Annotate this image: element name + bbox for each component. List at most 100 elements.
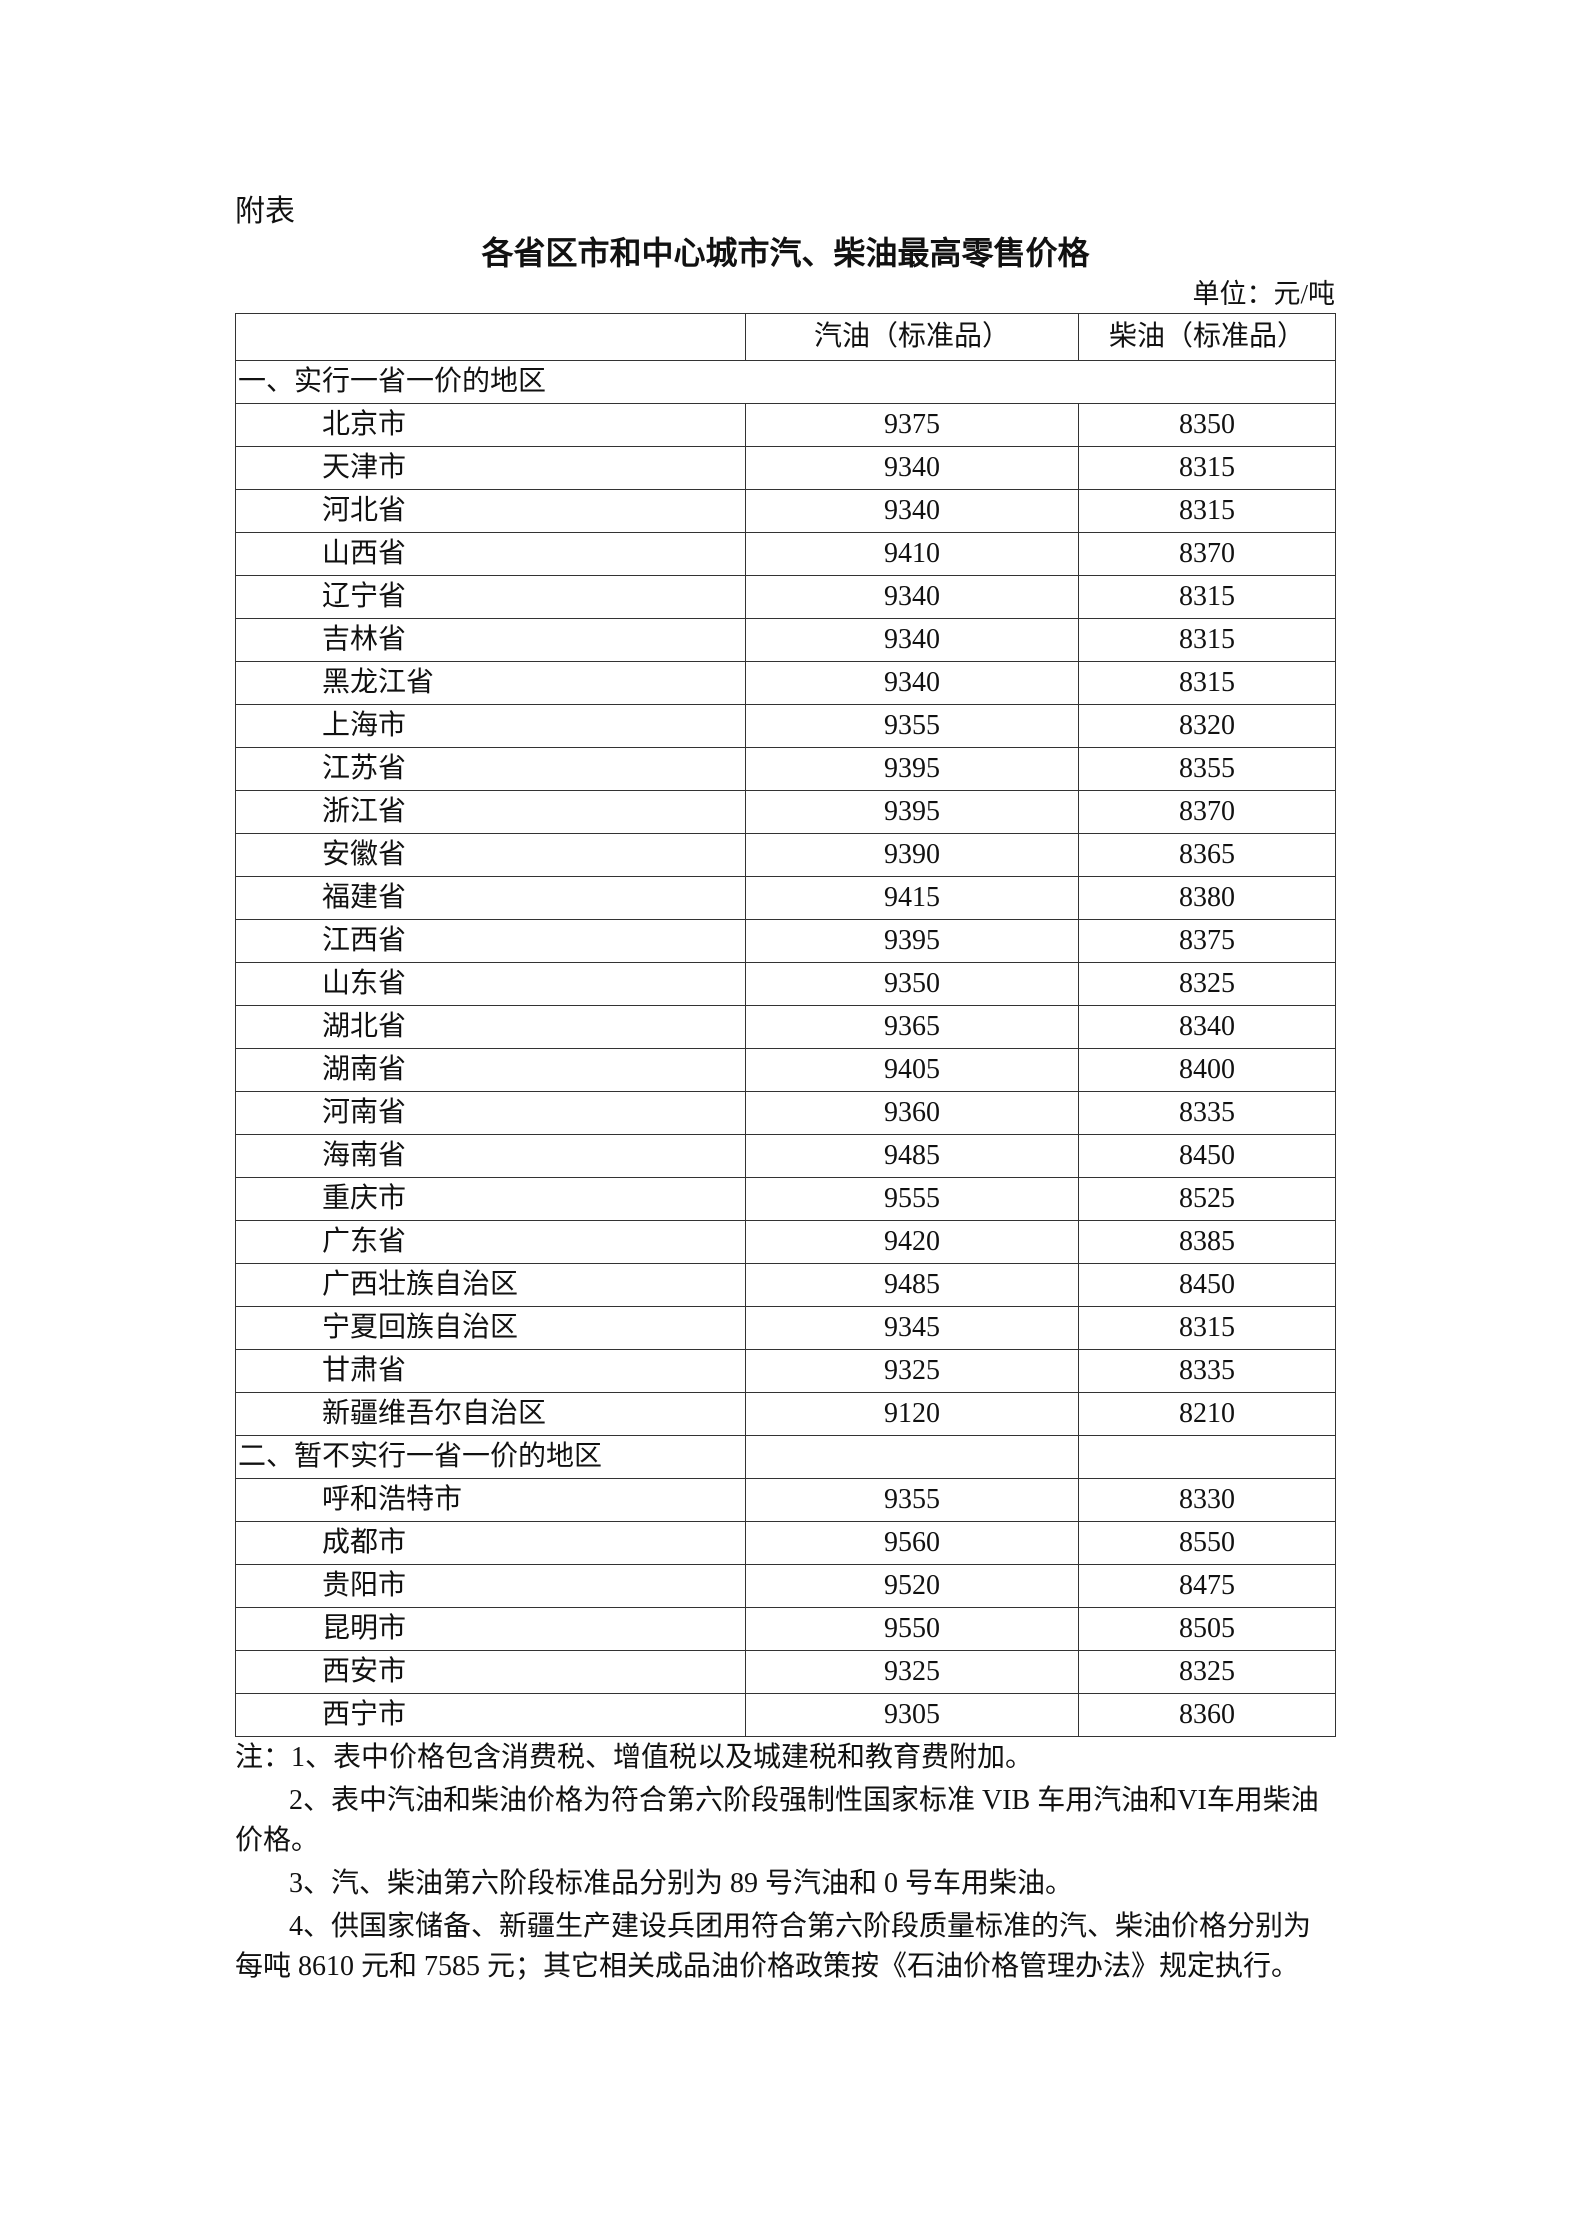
gasoline-price: 9485 (745, 1263, 1079, 1307)
table-row: 安徽省 9390 8365 (235, 833, 1336, 877)
diesel-price: 8315 (1078, 575, 1336, 619)
diesel-price: 8210 (1078, 1392, 1336, 1436)
gasoline-price: 9520 (745, 1564, 1079, 1608)
region-name: 上海市 (235, 704, 746, 748)
diesel-price: 8335 (1078, 1349, 1336, 1393)
gasoline-price: 9555 (745, 1177, 1079, 1221)
table-row: 辽宁省 9340 8315 (235, 575, 1336, 619)
region-name: 昆明市 (235, 1607, 746, 1651)
header-diesel: 柴油（标准品） (1078, 313, 1336, 361)
region-name: 河北省 (235, 489, 746, 533)
gasoline-price: 9560 (745, 1521, 1079, 1565)
table-row: 天津市 9340 8315 (235, 446, 1336, 490)
table-row: 西安市 9325 8325 (235, 1650, 1336, 1694)
table-row: 湖南省 9405 8400 (235, 1048, 1336, 1092)
region-name: 宁夏回族自治区 (235, 1306, 746, 1350)
region-name: 浙江省 (235, 790, 746, 834)
gasoline-price: 9550 (745, 1607, 1079, 1651)
section-row: 二、暂不实行一省一价的地区 (235, 1435, 1336, 1479)
gasoline-price: 9405 (745, 1048, 1079, 1092)
diesel-price: 8340 (1078, 1005, 1336, 1049)
diesel-price: 8450 (1078, 1134, 1336, 1178)
table-row: 山东省 9350 8325 (235, 962, 1336, 1006)
page-title: 各省区市和中心城市汽、柴油最高零售价格 (481, 234, 1090, 272)
region-name: 天津市 (235, 446, 746, 490)
gasoline-price: 9395 (745, 919, 1079, 963)
table-row: 广西壮族自治区 9485 8450 (235, 1263, 1336, 1307)
gasoline-price: 9355 (745, 704, 1079, 748)
price-table: 汽油（标准品） 柴油（标准品） 一、实行一省一价的地区 北京市 9375 8350 天津… (235, 313, 1336, 1737)
region-name: 湖北省 (235, 1005, 746, 1049)
section-label: 一、实行一省一价的地区 (235, 360, 1336, 404)
region-name: 西宁市 (235, 1693, 746, 1737)
region-name: 吉林省 (235, 618, 746, 662)
region-name: 黑龙江省 (235, 661, 746, 705)
table-row: 山西省 9410 8370 (235, 532, 1336, 576)
note-3: 3、汽、柴油第六阶段标准品分别为 89 号汽油和 0 号车用柴油。 (289, 1868, 1074, 1899)
gasoline-price: 9340 (745, 575, 1079, 619)
gasoline-price: 9325 (745, 1349, 1079, 1393)
gasoline-price: 9395 (745, 747, 1079, 791)
diesel-price: 8315 (1078, 618, 1336, 662)
region-name: 广西壮族自治区 (235, 1263, 746, 1307)
region-name: 湖南省 (235, 1048, 746, 1092)
region-name: 海南省 (235, 1134, 746, 1178)
region-name: 山东省 (235, 962, 746, 1006)
diesel-price: 8375 (1078, 919, 1336, 963)
region-name: 新疆维吾尔自治区 (235, 1392, 746, 1436)
header-region (235, 313, 746, 361)
table-row: 河南省 9360 8335 (235, 1091, 1336, 1135)
diesel-price: 8370 (1078, 532, 1336, 576)
table-header-row: 汽油（标准品） 柴油（标准品） (235, 313, 1336, 361)
notes: 注：1、表中价格包含消费税、增值税以及城建税和教育费附加。 2、表中汽油和柴油价… (235, 1738, 1336, 1990)
gasoline-price: 9345 (745, 1306, 1079, 1350)
note-2: 2、表中汽油和柴油价格为符合第六阶段强制性国家标准 VIB 车用汽油和VI车用柴… (235, 1785, 1319, 1856)
gasoline-price: 9415 (745, 876, 1079, 920)
table-row: 贵阳市 9520 8475 (235, 1564, 1336, 1608)
diesel-price: 8325 (1078, 962, 1336, 1006)
diesel-price: 8505 (1078, 1607, 1336, 1651)
table-row: 湖北省 9365 8340 (235, 1005, 1336, 1049)
gasoline-price: 9365 (745, 1005, 1079, 1049)
diesel-price: 8400 (1078, 1048, 1336, 1092)
table-row: 黑龙江省 9340 8315 (235, 661, 1336, 705)
region-name: 甘肃省 (235, 1349, 746, 1393)
diesel-price: 8325 (1078, 1650, 1336, 1694)
gasoline-price: 9360 (745, 1091, 1079, 1135)
table-row: 北京市 9375 8350 (235, 403, 1336, 447)
diesel-price: 8550 (1078, 1521, 1336, 1565)
gasoline-price: 9325 (745, 1650, 1079, 1694)
gasoline-price: 9340 (745, 661, 1079, 705)
table-row: 上海市 9355 8320 (235, 704, 1336, 748)
gasoline-price: 9350 (745, 962, 1079, 1006)
region-name: 山西省 (235, 532, 746, 576)
region-name: 成都市 (235, 1521, 746, 1565)
gasoline-price: 9305 (745, 1693, 1079, 1737)
table-row: 福建省 9415 8380 (235, 876, 1336, 920)
gasoline-price: 9420 (745, 1220, 1079, 1264)
diesel-price: 8330 (1078, 1478, 1336, 1522)
diesel-price: 8475 (1078, 1564, 1336, 1608)
gasoline-price: 9340 (745, 618, 1079, 662)
region-name: 福建省 (235, 876, 746, 920)
table-row: 江西省 9395 8375 (235, 919, 1336, 963)
table-row: 浙江省 9395 8370 (235, 790, 1336, 834)
diesel-price: 8320 (1078, 704, 1336, 748)
table-row: 海南省 9485 8450 (235, 1134, 1336, 1178)
table-row: 河北省 9340 8315 (235, 489, 1336, 533)
region-name: 江苏省 (235, 747, 746, 791)
diesel-price: 8385 (1078, 1220, 1336, 1264)
gasoline-price: 9410 (745, 532, 1079, 576)
empty-cell (1078, 1435, 1336, 1479)
table-row: 江苏省 9395 8355 (235, 747, 1336, 791)
diesel-price: 8525 (1078, 1177, 1336, 1221)
diesel-price: 8315 (1078, 661, 1336, 705)
table-row: 吉林省 9340 8315 (235, 618, 1336, 662)
gasoline-price: 9485 (745, 1134, 1079, 1178)
region-name: 安徽省 (235, 833, 746, 877)
table-row: 呼和浩特市 9355 8330 (235, 1478, 1336, 1522)
table-row: 新疆维吾尔自治区 9120 8210 (235, 1392, 1336, 1436)
gasoline-price: 9395 (745, 790, 1079, 834)
table-row: 成都市 9560 8550 (235, 1521, 1336, 1565)
gasoline-price: 9340 (745, 489, 1079, 533)
